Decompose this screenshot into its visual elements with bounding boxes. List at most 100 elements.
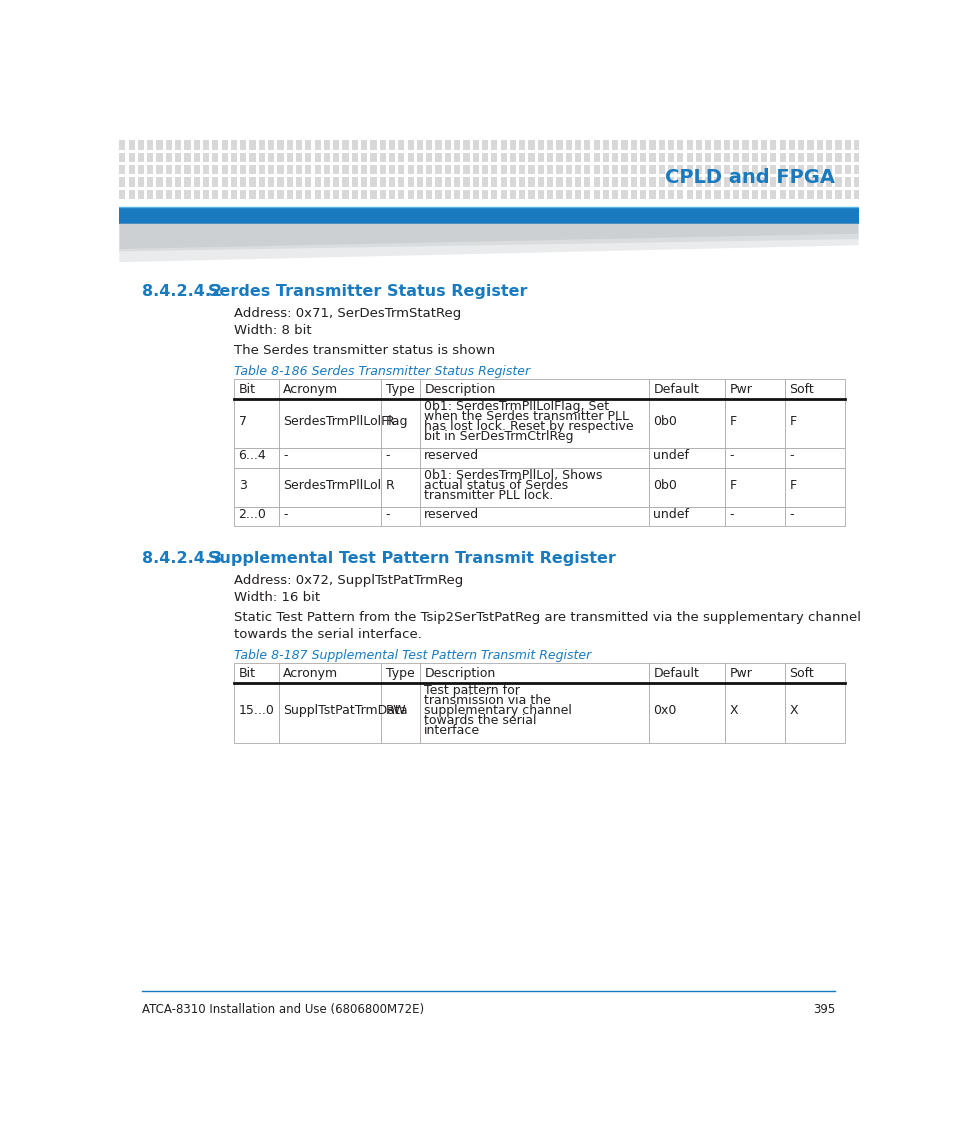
Bar (806, 190, 813, 199)
Bar (426, 190, 432, 199)
Bar (825, 177, 831, 187)
Bar (835, 141, 841, 150)
Bar (583, 190, 590, 199)
Bar (779, 141, 785, 150)
Text: 0b0: 0b0 (653, 416, 677, 428)
Bar (714, 152, 720, 163)
Bar (212, 141, 218, 150)
Bar (472, 165, 478, 174)
Bar (741, 165, 748, 174)
Bar (381, 449, 419, 467)
Text: transmitter PLL lock.: transmitter PLL lock. (424, 489, 553, 502)
Bar (798, 141, 803, 150)
Bar (389, 177, 395, 187)
Bar (295, 177, 302, 187)
Bar (751, 152, 757, 163)
Bar (407, 177, 414, 187)
Bar (723, 141, 729, 150)
Bar (389, 141, 395, 150)
Bar (314, 152, 320, 163)
Bar (500, 165, 506, 174)
Bar (435, 190, 441, 199)
Bar (518, 152, 525, 163)
Bar (174, 165, 181, 174)
Bar (695, 141, 701, 150)
Bar (779, 152, 785, 163)
Bar (648, 684, 724, 743)
Bar (435, 165, 441, 174)
Bar (454, 190, 459, 199)
Bar (233, 663, 278, 684)
Bar (602, 141, 608, 150)
Bar (174, 177, 181, 187)
Text: F: F (729, 416, 736, 428)
Bar (203, 141, 209, 150)
Bar (407, 152, 414, 163)
Bar (419, 467, 648, 507)
Text: Static Test Pattern from the Tsip2SerTstPatReg are transmitted via the supplemen: Static Test Pattern from the Tsip2SerTst… (233, 611, 860, 624)
Bar (268, 152, 274, 163)
Bar (240, 190, 246, 199)
Bar (323, 152, 330, 163)
Bar (379, 190, 385, 199)
Bar (277, 152, 283, 163)
Text: Width: 16 bit: Width: 16 bit (233, 591, 320, 603)
Bar (305, 141, 311, 150)
Bar (233, 400, 278, 449)
Text: -: - (283, 508, 288, 521)
Bar (612, 141, 618, 150)
Bar (277, 165, 283, 174)
Bar (360, 141, 367, 150)
Bar (184, 177, 191, 187)
Bar (788, 152, 794, 163)
Bar (249, 165, 255, 174)
Bar (724, 449, 784, 467)
Bar (184, 141, 191, 150)
Bar (853, 152, 860, 163)
Bar (221, 177, 228, 187)
Bar (835, 165, 841, 174)
Bar (509, 152, 516, 163)
Text: actual status of Serdes: actual status of Serdes (424, 479, 568, 491)
Bar (639, 190, 645, 199)
Bar (278, 379, 381, 400)
Bar (760, 152, 766, 163)
Bar (147, 152, 153, 163)
Bar (323, 190, 330, 199)
Bar (240, 165, 246, 174)
Bar (788, 177, 794, 187)
Bar (565, 177, 571, 187)
Bar (212, 177, 218, 187)
Bar (342, 165, 348, 174)
Bar (556, 152, 562, 163)
Text: Acronym: Acronym (283, 666, 338, 680)
Bar (667, 152, 674, 163)
Bar (639, 152, 645, 163)
Bar (835, 177, 841, 187)
Bar (416, 165, 422, 174)
Bar (119, 152, 125, 163)
Bar (843, 190, 850, 199)
Text: -: - (729, 449, 733, 463)
Bar (825, 190, 831, 199)
Bar (546, 177, 553, 187)
Bar (583, 165, 590, 174)
Bar (843, 141, 850, 150)
Bar (407, 141, 414, 150)
Bar (500, 190, 506, 199)
Text: reserved: reserved (424, 508, 478, 521)
Bar (556, 190, 562, 199)
Bar (156, 152, 162, 163)
Bar (751, 190, 757, 199)
Bar (575, 177, 580, 187)
Bar (779, 190, 785, 199)
Bar (212, 152, 218, 163)
Bar (760, 190, 766, 199)
Bar (565, 165, 571, 174)
Bar (528, 177, 534, 187)
Bar (166, 141, 172, 150)
Text: Width: 8 bit: Width: 8 bit (233, 324, 312, 337)
Bar (137, 165, 144, 174)
Bar (537, 190, 543, 199)
Bar (397, 152, 404, 163)
